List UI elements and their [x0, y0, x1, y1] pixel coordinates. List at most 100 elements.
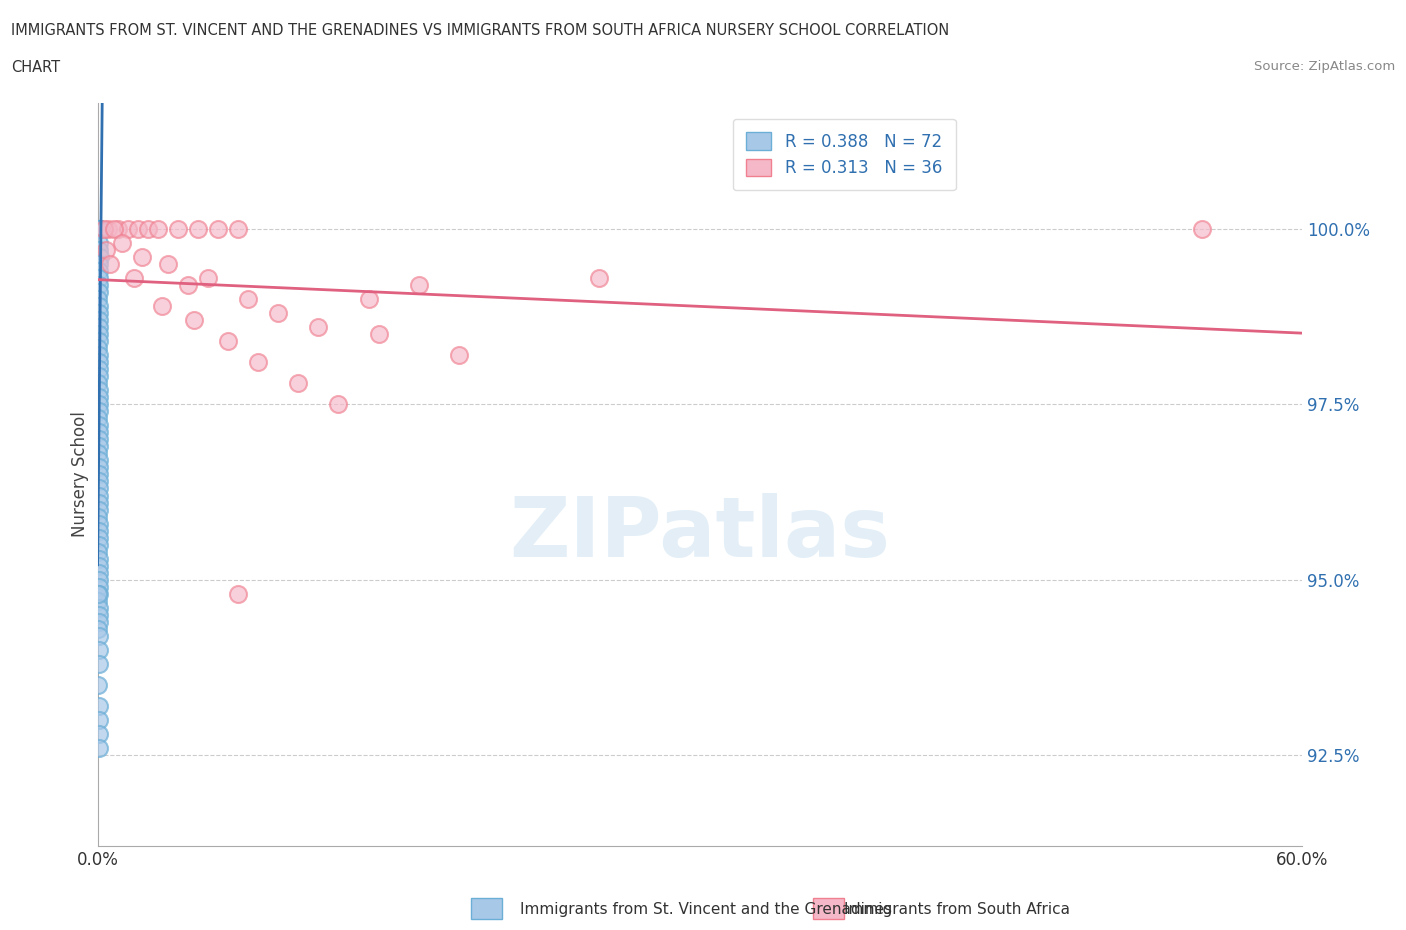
- Point: [87, 222, 110, 237]
- Point: [247, 355, 270, 370]
- Point: [87, 418, 110, 433]
- Point: [87, 657, 110, 671]
- Point: [87, 509, 110, 524]
- Point: [87, 334, 110, 349]
- Point: [287, 376, 309, 391]
- Point: [87, 642, 110, 657]
- Point: [87, 348, 110, 363]
- Point: [87, 586, 110, 601]
- Point: [89, 572, 111, 587]
- Point: [146, 222, 169, 237]
- Point: [89, 327, 111, 342]
- Point: [197, 271, 219, 286]
- Point: [207, 222, 229, 237]
- Point: [89, 712, 111, 727]
- Point: [87, 278, 110, 293]
- Point: [94, 243, 117, 258]
- Point: [87, 600, 110, 615]
- Point: [117, 222, 139, 237]
- Point: [87, 474, 110, 489]
- Point: [447, 348, 470, 363]
- Point: [89, 243, 111, 258]
- Point: [87, 383, 110, 398]
- Point: [89, 460, 111, 475]
- Point: [89, 222, 111, 237]
- Point: [87, 397, 110, 412]
- Point: [87, 222, 110, 237]
- Point: [87, 495, 110, 510]
- Point: [87, 726, 110, 741]
- Point: [87, 292, 110, 307]
- Point: [87, 306, 110, 321]
- Point: [1191, 222, 1213, 237]
- Point: [87, 285, 110, 299]
- Point: [98, 257, 121, 272]
- Point: [328, 397, 350, 412]
- Point: [87, 222, 110, 237]
- Point: [87, 446, 110, 461]
- Point: [87, 558, 110, 573]
- Point: [87, 271, 110, 286]
- Point: [156, 257, 179, 272]
- Point: [87, 264, 110, 279]
- Point: [408, 278, 430, 293]
- Point: [111, 236, 134, 251]
- Point: [87, 502, 110, 517]
- Legend: R = 0.388   N = 72, R = 0.313   N = 36: R = 0.388 N = 72, R = 0.313 N = 36: [733, 119, 956, 191]
- Point: [167, 222, 190, 237]
- Point: [588, 271, 610, 286]
- Point: [87, 404, 110, 418]
- Point: [87, 390, 110, 405]
- Point: [226, 586, 249, 601]
- Point: [87, 411, 110, 426]
- Point: [87, 607, 110, 622]
- Point: [267, 306, 290, 321]
- Text: IMMIGRANTS FROM ST. VINCENT AND THE GRENADINES VS IMMIGRANTS FROM SOUTH AFRICA N: IMMIGRANTS FROM ST. VINCENT AND THE GREN…: [11, 23, 949, 38]
- Point: [87, 740, 110, 755]
- Point: [103, 222, 125, 237]
- Point: [87, 488, 110, 503]
- Point: [87, 320, 110, 335]
- Point: [217, 334, 239, 349]
- Point: [87, 538, 110, 552]
- Point: [87, 481, 110, 496]
- Point: [87, 369, 110, 384]
- Point: [87, 453, 110, 468]
- Point: [87, 299, 110, 313]
- Point: [87, 565, 110, 580]
- Point: [93, 222, 115, 237]
- Point: [97, 222, 120, 237]
- Point: [89, 250, 111, 265]
- Point: [87, 593, 110, 608]
- Point: [87, 313, 110, 328]
- Point: [367, 327, 389, 342]
- Point: [87, 341, 110, 356]
- Text: Immigrants from St. Vincent and the Grenadines: Immigrants from St. Vincent and the Gren…: [520, 902, 893, 917]
- Point: [89, 222, 111, 237]
- Point: [87, 544, 110, 559]
- Point: [87, 586, 110, 601]
- Point: [131, 250, 153, 265]
- Point: [87, 698, 110, 713]
- Point: [177, 278, 200, 293]
- Point: [87, 222, 110, 237]
- Point: [87, 579, 110, 594]
- Point: [87, 236, 110, 251]
- Point: [87, 432, 110, 447]
- Point: [127, 222, 149, 237]
- Point: [357, 292, 380, 307]
- Text: Source: ZipAtlas.com: Source: ZipAtlas.com: [1254, 60, 1395, 73]
- Point: [226, 222, 249, 237]
- Point: [87, 439, 110, 454]
- Point: [87, 551, 110, 566]
- Point: [183, 313, 205, 328]
- Point: [87, 530, 110, 545]
- Point: [87, 523, 110, 538]
- Point: [187, 222, 209, 237]
- Point: [150, 299, 173, 313]
- Point: [107, 222, 129, 237]
- Text: CHART: CHART: [11, 60, 60, 75]
- Point: [122, 271, 145, 286]
- Point: [136, 222, 159, 237]
- Point: [87, 425, 110, 440]
